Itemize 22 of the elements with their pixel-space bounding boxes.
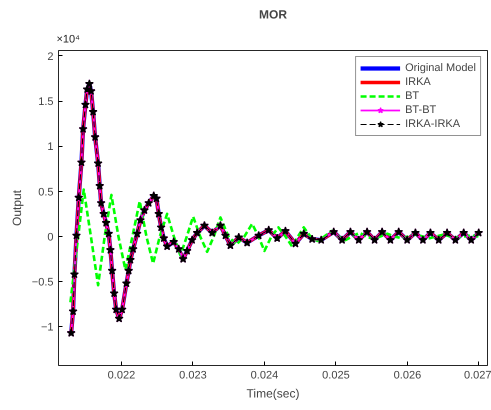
legend-label: BT-BT bbox=[405, 103, 436, 117]
y-tick-label: −1 bbox=[40, 322, 54, 334]
y-tick-label: −0.5 bbox=[32, 276, 54, 289]
x-tick-label: 0.022 bbox=[108, 370, 136, 382]
legend-label: BT bbox=[405, 89, 420, 103]
x-axis-title: Time(sec) bbox=[246, 386, 300, 400]
x-tick-label: 0.025 bbox=[322, 370, 350, 382]
legend-label: IRKA-IRKA bbox=[405, 117, 460, 131]
chart-title: MOR bbox=[259, 8, 288, 22]
y-tick-label: 1 bbox=[47, 141, 54, 154]
y-tick-label: 1.5 bbox=[38, 96, 54, 108]
y-tick-label: 0 bbox=[47, 231, 54, 244]
y-tick-label: 0.5 bbox=[38, 186, 54, 198]
y-axis-title: Output bbox=[10, 189, 24, 226]
x-tick-label: 0.026 bbox=[394, 370, 422, 382]
x-tick-label: 0.024 bbox=[250, 370, 278, 382]
text: ×10⁴ bbox=[56, 34, 80, 46]
legend-label: IRKA bbox=[405, 75, 431, 89]
x-tick-label: 0.027 bbox=[464, 370, 491, 382]
legend-label: Original Model bbox=[405, 61, 476, 75]
y-tick-label: 2 bbox=[47, 50, 54, 63]
x-tick-label: 0.023 bbox=[179, 370, 207, 382]
